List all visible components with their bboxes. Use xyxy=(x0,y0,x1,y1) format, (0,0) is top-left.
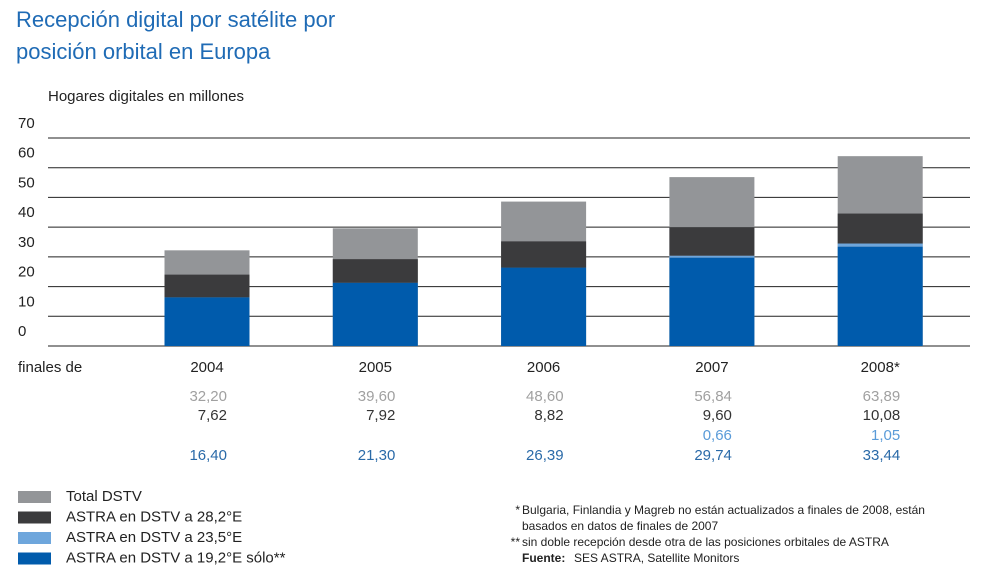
x-tick-label: 2007 xyxy=(695,359,728,376)
legend-label: ASTRA en DSTV a 23,5°E xyxy=(66,529,242,546)
y-tick-label: 70 xyxy=(18,115,35,132)
data-label: 10,08 xyxy=(863,407,901,424)
data-label: 48,60 xyxy=(526,388,564,405)
bar-segment xyxy=(837,243,923,247)
x-tick-label: 2006 xyxy=(527,359,560,376)
legend-label: ASTRA en DSTV a 19,2°E sólo** xyxy=(66,549,286,566)
bar-segment xyxy=(669,227,755,256)
bar-segment xyxy=(669,257,755,346)
bar-segment xyxy=(164,274,250,298)
data-label: 9,60 xyxy=(703,407,732,424)
data-label: 29,74 xyxy=(694,447,732,464)
data-label: 32,20 xyxy=(189,388,227,405)
bar-segment xyxy=(837,246,923,346)
bar-segment xyxy=(164,297,250,346)
legend-swatch xyxy=(18,491,51,503)
bar-segment xyxy=(501,267,587,346)
source: SES ASTRA, Satellite Monitors xyxy=(574,551,739,565)
note: sin doble recepción desde otra de las po… xyxy=(522,535,889,549)
y-tick-label: 10 xyxy=(18,293,35,310)
source-label: Fuente: xyxy=(522,551,565,565)
legend-swatch xyxy=(18,552,51,565)
y-tick-label: 20 xyxy=(18,264,35,281)
bar-segment xyxy=(837,213,923,244)
x-tick-label: 2004 xyxy=(190,359,223,376)
legend-swatch xyxy=(18,532,51,544)
chart-title: Recepción digital por satélite por xyxy=(16,7,335,32)
note-mark: ** xyxy=(511,535,521,549)
data-label: 7,62 xyxy=(198,407,227,424)
y-tick-label: 50 xyxy=(18,174,35,191)
data-label: 56,84 xyxy=(694,388,732,405)
data-label: 1,05 xyxy=(871,427,900,444)
data-label: 33,44 xyxy=(863,447,901,464)
bar-segment xyxy=(332,282,418,346)
bar-segment xyxy=(669,255,755,258)
data-label: 26,39 xyxy=(526,447,564,464)
legend-label: ASTRA en DSTV a 28,2°E xyxy=(66,508,242,525)
data-label: 39,60 xyxy=(358,388,396,405)
legend-swatch xyxy=(18,511,51,524)
note: Bulgaria, Finlandia y Magreb no están ac… xyxy=(522,503,925,517)
y-axis-label: Hogares digitales en millones xyxy=(48,88,244,105)
note-mark: * xyxy=(515,503,520,517)
x-tick-label: 2008* xyxy=(861,359,900,376)
legend-label: Total DSTV xyxy=(66,488,142,505)
data-label: 7,92 xyxy=(366,407,395,424)
x-tick-label: 2005 xyxy=(359,359,392,376)
note: basados en datos de finales de 2007 xyxy=(522,519,718,533)
x-axis-label: finales de xyxy=(18,359,82,376)
data-label: 63,89 xyxy=(863,388,901,405)
y-tick-label: 40 xyxy=(18,204,35,221)
chart-title: posición orbital en Europa xyxy=(16,39,271,64)
data-label: 21,30 xyxy=(358,447,396,464)
data-label: 0,66 xyxy=(703,427,732,444)
data-label: 8,82 xyxy=(534,407,563,424)
y-tick-label: 30 xyxy=(18,234,35,251)
y-tick-label: 0 xyxy=(18,323,26,340)
y-tick-label: 60 xyxy=(18,145,35,162)
bar-segment xyxy=(501,241,587,268)
data-label: 16,40 xyxy=(189,447,227,464)
bar-segment xyxy=(332,259,418,283)
